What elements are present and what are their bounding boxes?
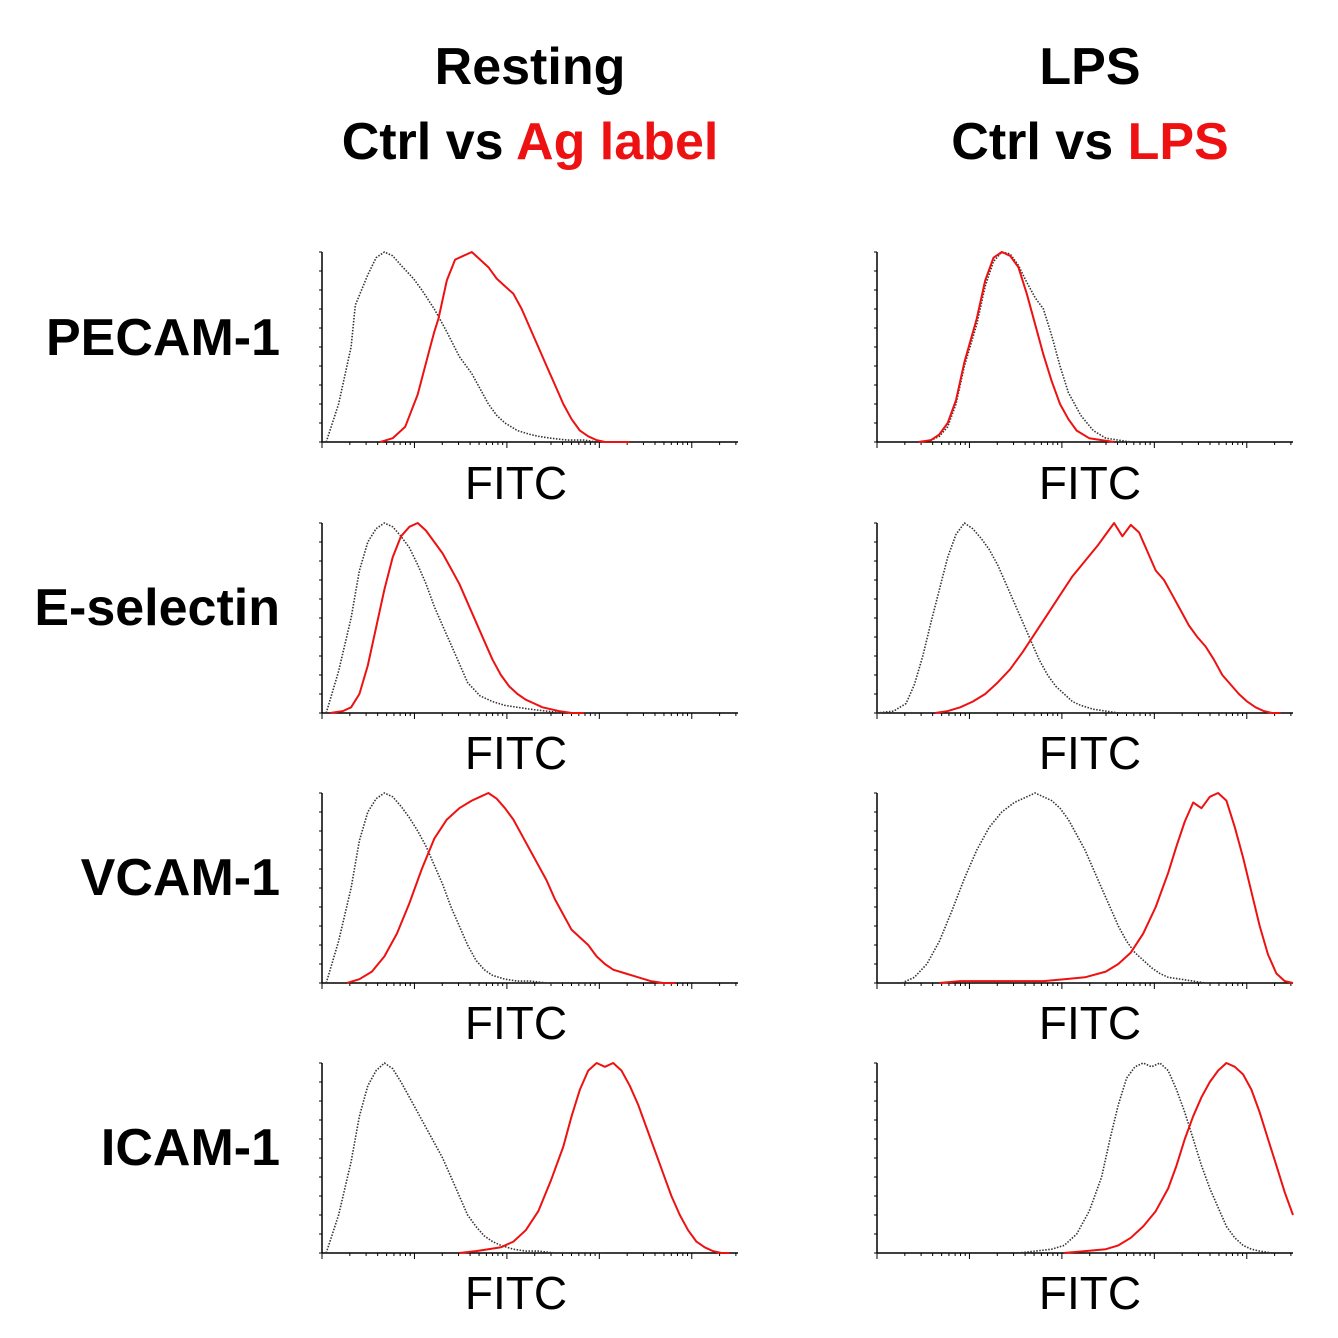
subtitle-prefix: Ctrl vs	[341, 113, 517, 172]
histogram-panel-icam-1-lps	[874, 1062, 1294, 1259]
column-subtitle: Ctrl vs LPS	[880, 105, 1300, 180]
column-title-main: Resting	[434, 38, 626, 96]
row-label-vcam-1: VCAM-1	[80, 849, 280, 907]
x-axis-label: FITC	[1038, 727, 1142, 779]
row-label-e-selectin: E-selectin	[34, 579, 280, 637]
row-label-icam-1: ICAM-1	[100, 1119, 280, 1177]
treated-histogram-line	[939, 792, 1294, 984]
treated-histogram-line	[918, 251, 1115, 443]
treated-histogram-line	[379, 251, 630, 443]
x-axis-label: FITC	[464, 1267, 568, 1319]
treated-histogram-line	[935, 522, 1281, 714]
treated-histogram-line	[1064, 1062, 1294, 1254]
control-histogram-line	[1018, 1062, 1273, 1254]
treated-histogram-line	[346, 792, 676, 984]
control-histogram-line	[325, 792, 597, 984]
subtitle-highlight: LPS	[1127, 113, 1229, 172]
histogram-panel-pecam-1-lps	[874, 251, 1293, 448]
column-title-main: LPS	[1039, 38, 1141, 96]
column-title-resting: Resting Ctrl vs Ag label	[300, 30, 760, 181]
x-axis-label: FITC	[1038, 457, 1142, 509]
control-histogram-line	[918, 251, 1131, 443]
x-axis-label: FITC	[464, 457, 568, 509]
x-axis-label: FITC	[464, 727, 568, 779]
control-histogram-line	[325, 1062, 605, 1254]
treated-histogram-line	[330, 522, 585, 714]
histogram-panel-vcam-1-resting	[319, 792, 738, 989]
x-axis-label: FITC	[464, 997, 568, 1049]
histogram-panel-vcam-1-lps	[874, 792, 1294, 989]
column-subtitle: Ctrl vs Ag label	[300, 105, 760, 180]
control-histogram-line	[325, 522, 597, 714]
control-histogram-line	[325, 251, 655, 443]
subtitle-prefix: Ctrl vs	[951, 113, 1128, 172]
treated-histogram-line	[459, 1062, 730, 1254]
column-title-lps: LPS Ctrl vs LPS	[880, 30, 1300, 181]
histogram-panel-e-selectin-resting	[319, 522, 738, 719]
subtitle-highlight: Ag label	[516, 113, 719, 172]
control-histogram-line	[876, 522, 1152, 714]
row-label-pecam-1: PECAM-1	[45, 309, 280, 367]
x-axis-label: FITC	[1038, 1267, 1142, 1319]
histogram-panel-icam-1-resting	[319, 1062, 738, 1259]
histogram-panel-pecam-1-resting	[319, 251, 738, 448]
x-axis-label: FITC	[1038, 997, 1142, 1049]
histogram-panel-e-selectin-lps	[874, 522, 1293, 719]
control-histogram-line	[901, 792, 1219, 984]
